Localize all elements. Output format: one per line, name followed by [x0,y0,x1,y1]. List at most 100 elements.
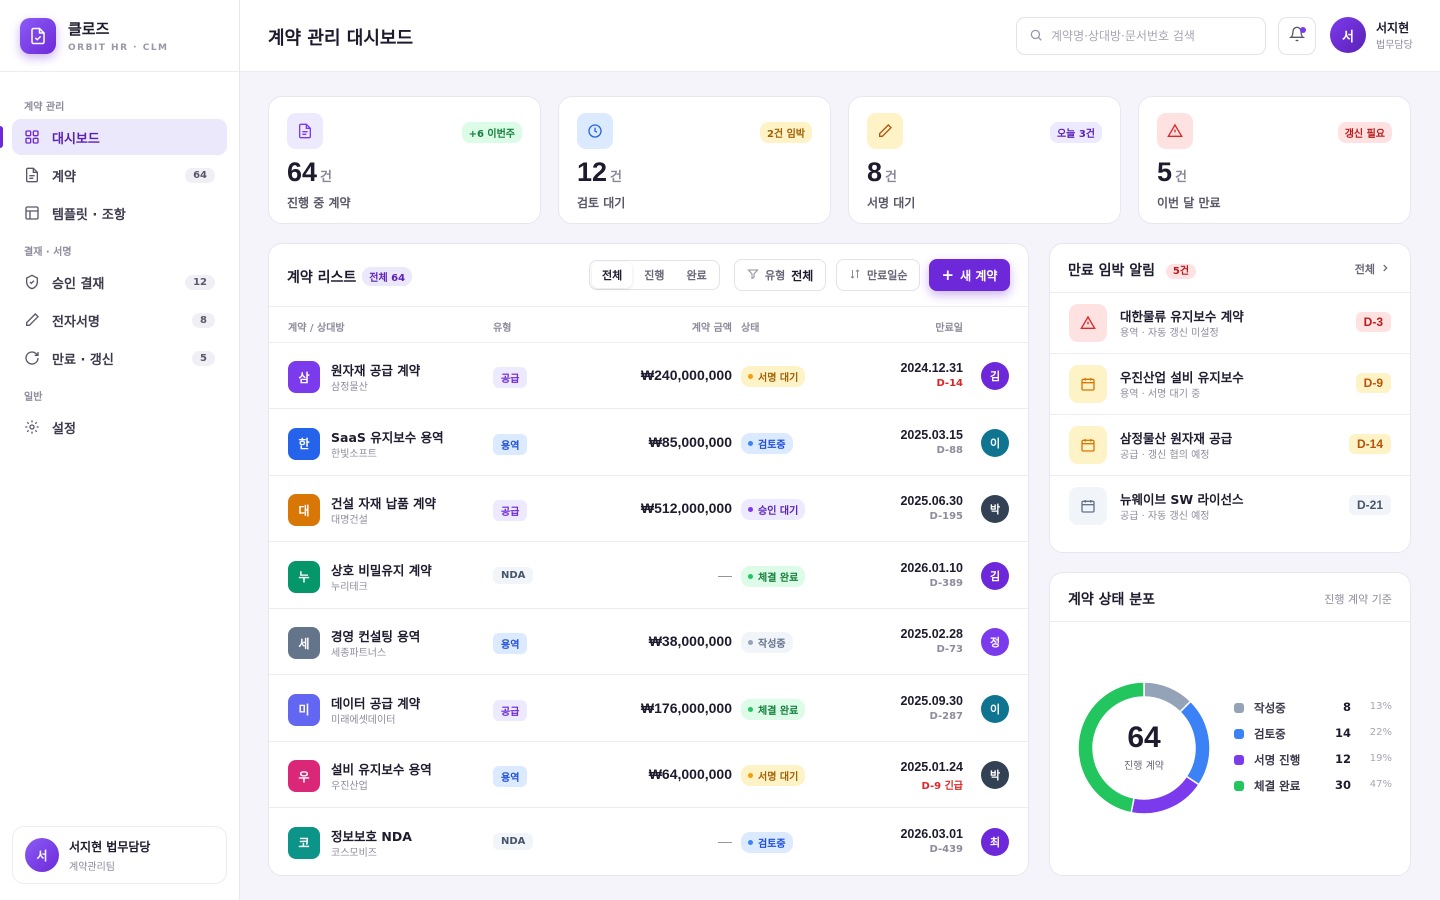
party-avatar: 삼 [288,361,320,393]
party-avatar: 미 [288,693,320,726]
contract-amount: ₩240,000,000 [640,367,732,383]
segment-all[interactable]: 전체 [592,262,633,288]
legend-percent: 19% [1369,753,1392,764]
kpi-card-review[interactable]: 2건 임박 12 건 검토 대기 [558,96,831,224]
sidebar-item-approval[interactable]: 승인 결재 12 [12,264,227,300]
expiry-date: 2025.03.15 [900,427,963,442]
table-row[interactable]: 누 상호 비밀유지 계약 누리테크 NDA — 체결 완료 2026.01.10… [269,543,1028,609]
document-icon [287,113,323,149]
status-dot [748,507,753,512]
sidebar: 클로즈 ORBIT HR · CLM 계약 관리 대시보드 계약 64 템플릿 … [0,0,240,900]
table-row[interactable]: 세 경영 컨설팅 용역 세종파트너스 용역 ₩38,000,000 작성중 20… [269,609,1028,675]
sort-button[interactable]: 만료일순 [836,259,921,291]
contract-name[interactable]: 건설 자재 납품 계약 [331,496,437,511]
table-row[interactable]: 미 데이터 공급 계약 미래에셋데이터 공급 ₩176,000,000 체결 완… [269,676,1028,742]
contract-name[interactable]: 원자재 공급 계약 [331,363,421,378]
owner-avatar[interactable]: 김 [981,561,1009,590]
type-badge: 공급 [493,500,528,521]
sidebar-item-settings[interactable]: 설정 [12,409,227,445]
segment-progress[interactable]: 진행 [644,269,665,282]
donut-slice-3[interactable] [1077,681,1145,814]
table-row[interactable]: 코 정보보호 NDA 코스모비즈 NDA — 검토중 2026.03.01 D-… [269,809,1028,875]
contract-name[interactable]: 상호 비밀유지 계약 [331,562,432,578]
new-contract-button[interactable]: + 새 계약 [929,259,1010,291]
col-status[interactable]: 상태 [741,323,760,334]
contract-name[interactable]: SaaS 유지보수 용역 [331,429,444,445]
kpi-label: 검토 대기 [577,196,626,210]
party-avatar: 세 [288,627,320,659]
search-input[interactable] [1051,29,1251,43]
alert-item[interactable]: 대한물류 유지보수 계약 용역 · 자동 갱신 미설정 D-3 [1050,293,1410,354]
plus-icon: + [941,265,955,284]
sidebar-user-card[interactable]: 서 서지현 법무담당 계약관리팀 [12,826,227,884]
alerts-count-badge: 5건 [1165,264,1197,279]
user-name: 서지현 법무담당 [69,839,151,854]
owner-avatar[interactable]: 정 [981,628,1009,656]
kpi-label: 이번 달 만료 [1157,196,1221,210]
legend-percent: 47% [1369,779,1392,790]
legend-swatch [1234,755,1244,765]
kpi-tag: 2건 임박 [759,122,812,143]
donut-slice-2[interactable] [1130,775,1200,815]
contract-amount: — [718,566,732,583]
alert-item[interactable]: 우진산업 설비 유지보수 용역 · 서명 대기 중 D-9 [1050,354,1410,415]
owner-avatar[interactable]: 박 [981,761,1009,789]
table-row[interactable]: 삼 원자재 공급 계약 삼정물산 공급 ₩240,000,000 서명 대기 2… [269,343,1028,409]
sidebar-item-contracts[interactable]: 계약 64 [12,157,227,193]
owner-avatar[interactable]: 박 [981,495,1009,523]
header-user[interactable]: 서 서지현 법무담당 [1330,17,1413,53]
kpi-card-active[interactable]: +6 이번주 64 건 진행 중 계약 [268,96,541,224]
owner-avatar[interactable]: 이 [981,694,1009,723]
type-filter-button[interactable]: 유형 전체 [734,259,827,291]
status-dot [748,706,753,712]
kpi-unit: 건 [320,169,333,184]
sidebar-item-label: 템플릿 · 조항 [52,207,126,223]
alerts-title: 만료 임박 알림 5건 [1068,260,1197,280]
notification-button[interactable] [1278,17,1316,55]
filter-label: 유형 [765,269,786,282]
alert-item[interactable]: 삼정물산 원자재 공급 공급 · 갱신 협의 예정 D-14 [1050,415,1410,476]
d-day: D-9 긴급 [921,781,963,792]
sidebar-item-esign[interactable]: 전자서명 8 [12,302,227,338]
alerts-view-all-link[interactable]: 전체 [1355,261,1390,277]
segment-done[interactable]: 완료 [686,269,707,282]
status-distribution-panel: 계약 상태 분포 진행 계약 기준 64 진행 계약 작성중 8 13% 검토중… [1049,572,1411,876]
pen-icon [24,312,40,328]
search-box[interactable] [1016,17,1266,55]
brand[interactable]: 클로즈 ORBIT HR · CLM [0,0,239,72]
gear-icon [24,419,40,435]
owner-avatar[interactable]: 김 [981,362,1009,390]
alert-subtitle: 용역 · 서명 대기 중 [1120,389,1201,400]
legend-swatch [1234,781,1244,791]
owner-avatar[interactable]: 이 [981,428,1009,457]
col-amount[interactable]: 계약 금액 [691,323,732,334]
counterparty: 미래에셋데이터 [331,714,396,726]
nav-section-general: 일반 [24,392,43,403]
counterparty: 코스모비즈 [331,847,377,859]
d-day: D-14 [936,378,963,389]
warning-icon [1069,304,1107,342]
new-button-label: 새 계약 [960,268,998,283]
shield-check-icon [24,274,40,290]
sidebar-item-renewal[interactable]: 만료 · 갱신 5 [12,340,227,376]
contract-amount: ₩64,000,000 [648,766,732,782]
table-row[interactable]: 대 건설 자재 납품 계약 대명건설 공급 ₩512,000,000 승인 대기… [269,476,1028,542]
sidebar-item-dashboard[interactable]: 대시보드 [12,119,227,155]
user-team: 계약관리팀 [69,861,115,873]
contract-name[interactable]: 정보보호 NDA [331,828,412,844]
contract-name[interactable]: 경영 컨설팅 용역 [331,629,421,644]
top-header: 계약 관리 대시보드 서 서지현 법무담당 [240,0,1440,72]
table-row[interactable]: 우 설비 유지보수 용역 우진산업 용역 ₩64,000,000 서명 대기 2… [269,742,1028,808]
table-row[interactable]: 한 SaaS 유지보수 용역 한빛소프트 용역 ₩85,000,000 검토중 … [269,410,1028,476]
contract-name[interactable]: 설비 유지보수 용역 [331,762,432,777]
status-text: 체결 완료 [758,705,799,717]
col-type[interactable]: 유형 [493,323,512,334]
contract-name[interactable]: 데이터 공급 계약 [331,695,421,711]
col-contract[interactable]: 계약 / 상대방 [288,323,345,334]
alert-item[interactable]: 뉴웨이브 SW 라이선스 공급 · 자동 갱신 예정 D-21 [1050,476,1410,537]
sidebar-item-templates[interactable]: 템플릿 · 조항 [12,195,227,231]
col-expiry[interactable]: 만료일 [935,323,963,334]
owner-avatar[interactable]: 최 [981,827,1009,856]
